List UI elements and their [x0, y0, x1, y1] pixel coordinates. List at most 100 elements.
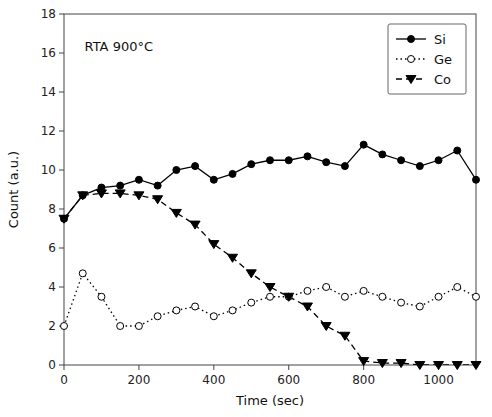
series-line — [64, 273, 476, 326]
data-point — [435, 157, 442, 164]
x-tick-label: 400 — [202, 373, 225, 387]
series-line — [64, 193, 476, 365]
data-point — [173, 307, 180, 314]
data-point — [229, 170, 236, 177]
annotation: RTA 900°C — [85, 39, 153, 54]
data-point — [192, 303, 199, 310]
data-point — [379, 151, 386, 158]
data-point — [340, 332, 350, 340]
y-tick — [59, 365, 64, 366]
y-tick — [59, 131, 64, 132]
data-point — [473, 293, 480, 300]
y-axis-label: Count (a.u.) — [6, 151, 21, 228]
x-tick-label: 600 — [277, 373, 300, 387]
y-tick-label: 12 — [41, 124, 56, 138]
data-point — [153, 196, 163, 204]
data-point — [98, 293, 105, 300]
data-point — [61, 323, 68, 330]
y-tick — [59, 14, 64, 15]
data-point — [173, 167, 180, 174]
data-point — [154, 313, 161, 320]
y-tick-label: 4 — [48, 280, 56, 294]
y-tick — [59, 248, 64, 249]
data-point — [79, 270, 86, 277]
x-tick — [64, 365, 65, 370]
data-point — [321, 323, 331, 331]
data-point — [96, 190, 106, 198]
legend: Si Ge Co — [388, 24, 466, 94]
y-tick-label: 2 — [48, 319, 56, 333]
x-tick-label: 0 — [60, 373, 68, 387]
y-tick — [59, 287, 64, 288]
data-point — [285, 157, 292, 164]
data-point — [192, 163, 199, 170]
data-point — [228, 254, 238, 262]
y-tick-label: 16 — [41, 46, 56, 60]
x-tick-label: 200 — [127, 373, 150, 387]
data-point — [117, 182, 124, 189]
data-point — [454, 147, 461, 154]
legend-label: Co — [434, 72, 451, 87]
data-point — [416, 303, 423, 310]
data-point — [360, 287, 367, 294]
data-point — [134, 192, 144, 200]
legend-marker — [408, 56, 415, 63]
y-tick — [59, 170, 64, 171]
y-tick-label: 0 — [48, 358, 56, 372]
data-point — [379, 293, 386, 300]
data-point — [341, 163, 348, 170]
data-point — [377, 360, 387, 368]
data-point — [209, 241, 219, 249]
data-point — [229, 307, 236, 314]
y-tick-label: 14 — [41, 85, 56, 99]
lines — [64, 145, 476, 365]
data-point — [323, 159, 330, 166]
plot-frame — [64, 14, 476, 365]
data-point — [435, 293, 442, 300]
data-point — [117, 323, 124, 330]
data-point — [416, 163, 423, 170]
data-point — [304, 153, 311, 160]
x-tick-label: 800 — [352, 373, 375, 387]
chart: 02004006008001000024681012141618Time (se… — [0, 0, 492, 417]
y-tick — [59, 53, 64, 54]
data-point — [210, 313, 217, 320]
data-point — [302, 303, 312, 311]
data-point — [210, 176, 217, 183]
data-point — [267, 157, 274, 164]
data-point — [341, 293, 348, 300]
data-point — [452, 362, 462, 370]
legend-marker — [408, 36, 415, 43]
data-point — [248, 161, 255, 168]
data-point — [190, 221, 200, 229]
y-tick-label: 8 — [48, 202, 56, 216]
data-point — [135, 323, 142, 330]
legend-label: Si — [434, 32, 446, 47]
data-point — [115, 190, 125, 198]
data-point — [398, 157, 405, 164]
x-axis-label: Time (sec) — [235, 393, 304, 408]
y-tick — [59, 92, 64, 93]
data-point — [454, 284, 461, 291]
data-point — [171, 209, 181, 217]
data-point — [471, 362, 481, 370]
y-tick — [59, 209, 64, 210]
data-point — [78, 192, 88, 200]
legend-box — [388, 24, 466, 94]
x-tick — [138, 365, 139, 370]
data-point — [360, 141, 367, 148]
data-point — [248, 299, 255, 306]
y-tick-label: 10 — [41, 163, 56, 177]
x-tick — [213, 365, 214, 370]
x-tick-label: 1000 — [423, 373, 454, 387]
data-point — [398, 299, 405, 306]
legend-label: Ge — [434, 52, 452, 67]
data-point — [396, 360, 406, 368]
data-point — [154, 182, 161, 189]
markers — [59, 141, 481, 369]
x-tick — [288, 365, 289, 370]
data-point — [434, 362, 444, 370]
data-point — [265, 284, 275, 292]
legend-marker — [406, 76, 416, 84]
data-point — [59, 215, 69, 223]
